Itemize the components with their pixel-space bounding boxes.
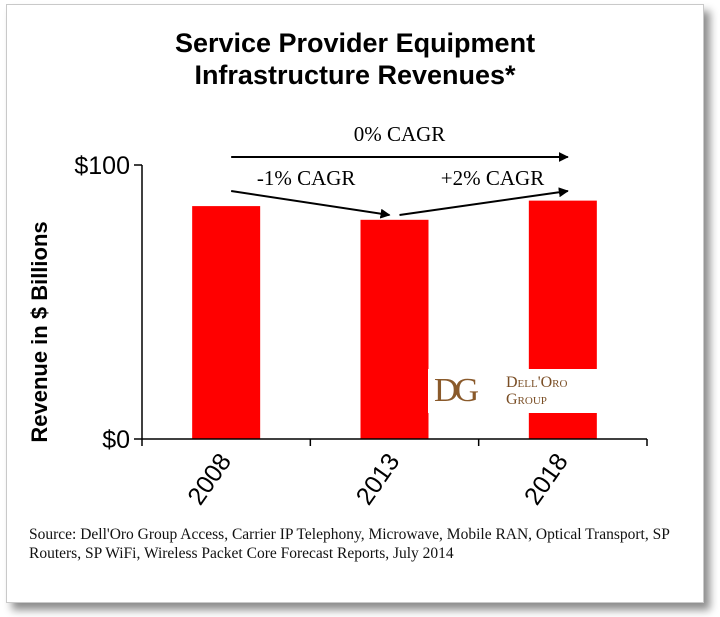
x-tick-label: 2008 [182, 448, 237, 510]
x-tick-label: 2018 [519, 448, 574, 510]
y-tick-label: $0 [102, 426, 130, 454]
chart-frame: Service Provider Equipment Infrastructur… [6, 4, 704, 603]
cagr-label: -1% CAGR [257, 166, 356, 190]
chart-title-line-2: Infrastructure Revenues* [194, 60, 516, 90]
cagr-label: 0% CAGR [354, 122, 446, 146]
logo-monogram: DG [434, 372, 479, 409]
logo-name-line-2: Group [506, 391, 547, 408]
cagr-arrow [231, 190, 391, 219]
logo-name: Dell'Oro Group [506, 374, 567, 408]
logo-name-line-1: Dell'Oro [506, 374, 568, 391]
x-tick-label: 2013 [351, 448, 406, 510]
source-note: Source: Dell'Oro Group Access, Carrier I… [29, 526, 670, 562]
bar-2013 [360, 219, 429, 439]
chart-title-line-1: Service Provider Equipment [174, 28, 536, 58]
cagr-arrow [399, 187, 569, 216]
y-tick-label: $100 [74, 152, 130, 180]
y-axis-label: Revenue in $ Billions [27, 221, 52, 442]
chart-title: Service Provider Equipment Infrastructur… [7, 27, 703, 91]
bar-2008 [192, 206, 261, 439]
cagr-label: +2% CAGR [441, 166, 544, 190]
delloro-logo: DG Dell'Oro Group [428, 369, 616, 413]
